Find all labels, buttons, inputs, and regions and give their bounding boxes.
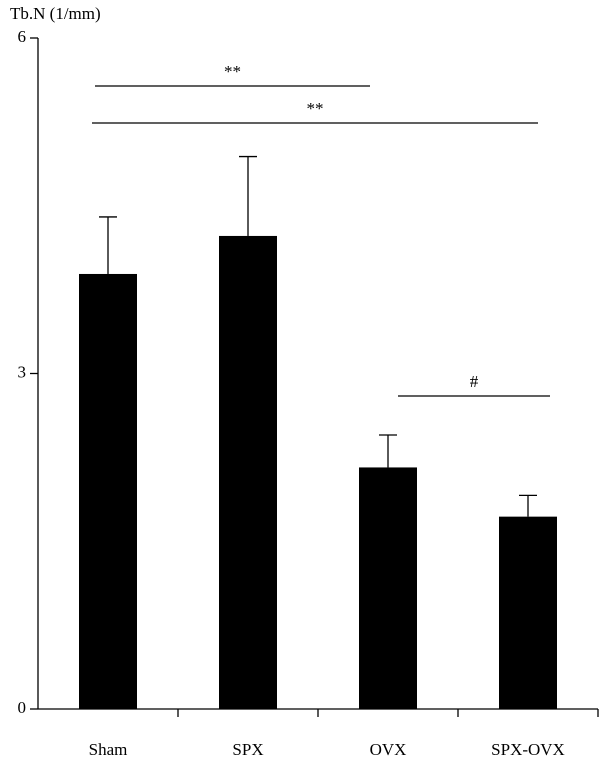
y-tick-label: 6 bbox=[18, 27, 27, 46]
bar bbox=[359, 467, 417, 709]
y-axis-label: Tb.N (1/mm) bbox=[10, 4, 101, 23]
x-tick-label: SPX-OVX bbox=[491, 740, 565, 759]
significance-label: ** bbox=[224, 62, 241, 81]
x-tick-label: SPX bbox=[232, 740, 263, 759]
y-tick-label: 0 bbox=[18, 698, 27, 717]
bar bbox=[499, 516, 557, 709]
x-tick-label: Sham bbox=[89, 740, 128, 759]
bar bbox=[219, 235, 277, 709]
x-tick-label: OVX bbox=[370, 740, 407, 759]
bar bbox=[79, 273, 137, 709]
significance-label: ** bbox=[307, 99, 324, 118]
significance-label: # bbox=[470, 372, 479, 391]
y-tick-label: 3 bbox=[18, 362, 27, 381]
